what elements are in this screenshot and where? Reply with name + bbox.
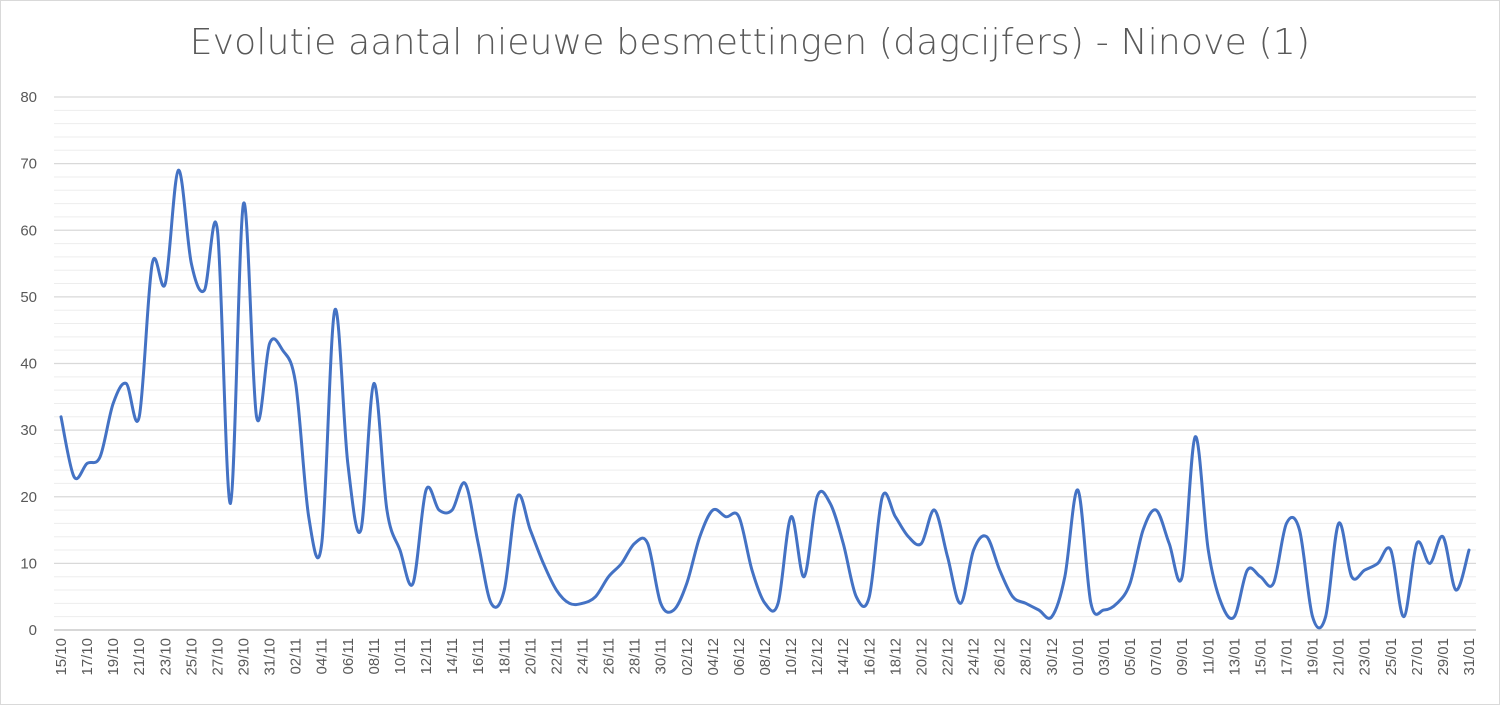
series-line bbox=[59, 168, 1471, 630]
x-tick-label: 14/12 bbox=[835, 638, 852, 676]
chart-title: Evolutie aantal nieuwe besmettingen (dag… bbox=[189, 22, 1311, 63]
x-tick-label: 28/12 bbox=[1018, 638, 1035, 676]
x-tick-label: 13/01 bbox=[1226, 638, 1243, 676]
x-axis-tick-labels: 15/10 17/10 19/10 21/10 23/10 25/10 27/10 29/10… bbox=[53, 638, 1478, 676]
x-tick-label: 06/12 bbox=[731, 638, 748, 676]
x-tick-label: 17/01 bbox=[1278, 638, 1295, 676]
y-tick-label: 80 bbox=[20, 89, 37, 106]
x-tick-label: 23/10 bbox=[157, 638, 174, 676]
x-tick-label: 07/01 bbox=[1148, 638, 1165, 676]
x-tick-label: 12/11 bbox=[418, 638, 435, 674]
x-tick-label: 26/11 bbox=[601, 638, 618, 674]
x-tick-label: 25/01 bbox=[1383, 638, 1400, 676]
x-tick-label: 24/12 bbox=[966, 638, 983, 676]
x-tick-label: 18/11 bbox=[496, 638, 513, 674]
x-tick-label: 08/12 bbox=[757, 638, 774, 676]
y-tick-label: 40 bbox=[20, 356, 37, 373]
x-tick-label: 01/01 bbox=[1070, 638, 1087, 676]
major-gridlines bbox=[54, 96, 1476, 631]
x-tick-label: 25/10 bbox=[183, 638, 200, 676]
x-tick-label: 28/11 bbox=[627, 638, 644, 674]
y-tick-label: 10 bbox=[20, 555, 37, 572]
x-tick-label: 30/12 bbox=[1044, 638, 1061, 676]
y-tick-label: 50 bbox=[20, 289, 37, 306]
x-tick-label: 08/11 bbox=[366, 638, 383, 674]
x-tick-label: 30/11 bbox=[653, 638, 670, 674]
x-tick-label: 22/11 bbox=[548, 638, 565, 674]
y-tick-label: 60 bbox=[20, 222, 37, 239]
x-tick-label: 23/01 bbox=[1357, 638, 1374, 676]
x-tick-label: 05/01 bbox=[1122, 638, 1139, 676]
x-tick-label: 03/01 bbox=[1096, 638, 1113, 676]
x-tick-label: 31/01 bbox=[1461, 638, 1478, 676]
minor-gridlines bbox=[54, 109, 1476, 618]
y-tick-label: 0 bbox=[29, 622, 37, 639]
x-tick-label: 15/10 bbox=[53, 638, 70, 676]
x-tick-label: 31/10 bbox=[262, 638, 279, 676]
x-tick-label: 19/10 bbox=[105, 638, 122, 676]
x-tick-label: 02/11 bbox=[288, 638, 305, 674]
x-tick-label: 04/12 bbox=[705, 638, 722, 676]
x-tick-label: 27/10 bbox=[209, 638, 226, 676]
x-tick-label: 26/12 bbox=[992, 638, 1009, 676]
x-tick-label: 06/11 bbox=[340, 638, 357, 674]
x-tick-label: 20/12 bbox=[913, 638, 930, 676]
x-tick-label: 16/11 bbox=[470, 638, 487, 674]
x-tick-label: 12/12 bbox=[809, 638, 826, 676]
x-tick-label: 24/11 bbox=[574, 638, 591, 674]
y-axis-tick-labels: 0 10 20 30 40 50 60 70 80 bbox=[20, 89, 37, 639]
x-tick-label: 09/01 bbox=[1174, 638, 1191, 676]
x-tick-label: 17/10 bbox=[79, 638, 96, 676]
x-tick-label: 11/01 bbox=[1200, 638, 1217, 674]
x-tick-label: 20/11 bbox=[522, 638, 539, 674]
x-tick-label: 21/10 bbox=[131, 638, 148, 676]
x-tick-label: 18/12 bbox=[887, 638, 904, 676]
x-tick-label: 02/12 bbox=[679, 638, 696, 676]
y-tick-label: 20 bbox=[20, 489, 37, 506]
x-tick-label: 15/01 bbox=[1252, 638, 1269, 676]
x-tick-label: 19/01 bbox=[1305, 638, 1322, 676]
x-tick-label: 10/11 bbox=[392, 638, 409, 674]
x-tick-label: 16/12 bbox=[861, 638, 878, 676]
x-tick-label: 22/12 bbox=[940, 638, 957, 676]
x-tick-label: 04/11 bbox=[314, 638, 331, 674]
y-tick-label: 70 bbox=[20, 156, 37, 173]
y-tick-label: 30 bbox=[20, 422, 37, 439]
x-tick-label: 27/01 bbox=[1409, 638, 1426, 676]
x-tick-label: 14/11 bbox=[444, 638, 461, 674]
x-tick-label: 21/01 bbox=[1331, 638, 1348, 676]
x-tick-label: 29/10 bbox=[236, 638, 253, 676]
x-tick-label: 10/12 bbox=[783, 638, 800, 676]
x-tick-label: 29/01 bbox=[1435, 638, 1452, 676]
